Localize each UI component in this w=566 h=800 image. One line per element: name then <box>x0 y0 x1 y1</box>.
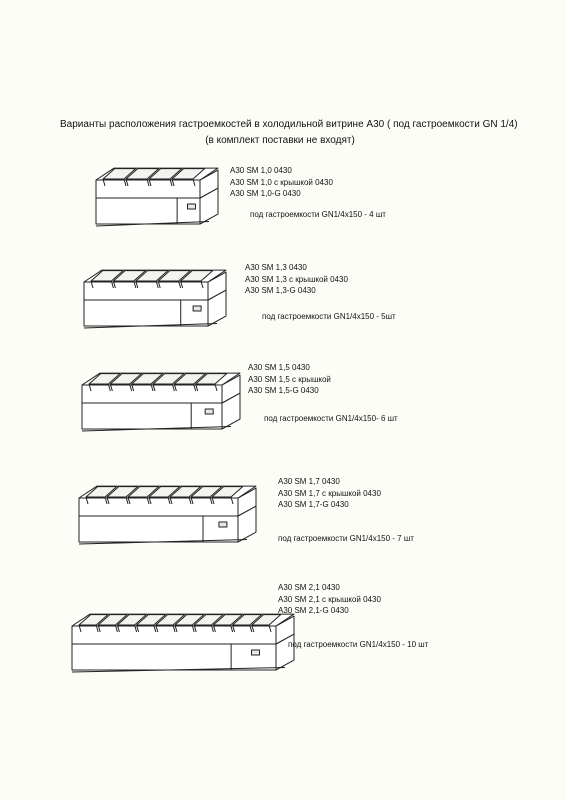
cabinet-diagram <box>80 254 230 332</box>
capacity-label: под гастроемкости GN1/4x150 - 10 шт <box>288 640 428 649</box>
capacity-label: под гастроемкости GN1/4x150 - 7 шт <box>278 534 414 543</box>
model-label: A30 SM 2,1 с крышкой 0430 <box>278 594 381 606</box>
cabinet-diagram <box>92 152 222 230</box>
cabinet-diagram <box>68 598 298 676</box>
model-label: A30 SM 1,0 с крышкой 0430 <box>230 177 333 189</box>
cabinet-diagram <box>78 357 244 435</box>
model-label: A30 SM 1,5-G 0430 <box>248 385 331 397</box>
model-labels: A30 SM 1,7 0430A30 SM 1,7 с крышкой 0430… <box>278 476 381 511</box>
model-label: A30 SM 1,3 с крышкой 0430 <box>245 274 348 286</box>
model-labels: A30 SM 1,5 0430A30 SM 1,5 с крышкойA30 S… <box>248 362 331 397</box>
model-labels: A30 SM 2,1 0430A30 SM 2,1 с крышкой 0430… <box>278 582 381 617</box>
model-label: A30 SM 1,7-G 0430 <box>278 499 381 511</box>
page-subtitle: (в комплект поставки не входят) <box>150 135 410 146</box>
model-label: A30 SM 1,5 0430 <box>248 362 331 374</box>
capacity-label: под гастроемкости GN1/4x150- 6 шт <box>264 414 398 423</box>
document-page: { "title": "Варианты расположения гастро… <box>0 0 566 800</box>
capacity-label: под гастроемкости GN1/4x150 - 4 шт <box>250 210 386 219</box>
model-label: A30 SM 1,0-G 0430 <box>230 188 333 200</box>
cabinet-diagram <box>75 470 260 548</box>
model-label: A30 SM 2,1 0430 <box>278 582 381 594</box>
capacity-label: под гастроемкости GN1/4x150 - 5шт <box>262 312 396 321</box>
model-label: A30 SM 1,3-G 0430 <box>245 285 348 297</box>
model-labels: A30 SM 1,3 0430A30 SM 1,3 с крышкой 0430… <box>245 262 348 297</box>
model-label: A30 SM 1,5 с крышкой <box>248 374 331 386</box>
model-label: A30 SM 1,7 0430 <box>278 476 381 488</box>
model-labels: A30 SM 1,0 0430A30 SM 1,0 с крышкой 0430… <box>230 165 333 200</box>
page-title: Варианты расположения гастроемкостей в х… <box>60 118 520 132</box>
model-label: A30 SM 2,1-G 0430 <box>278 605 381 617</box>
model-label: A30 SM 1,0 0430 <box>230 165 333 177</box>
model-label: A30 SM 1,3 0430 <box>245 262 348 274</box>
model-label: A30 SM 1,7 с крышкой 0430 <box>278 488 381 500</box>
